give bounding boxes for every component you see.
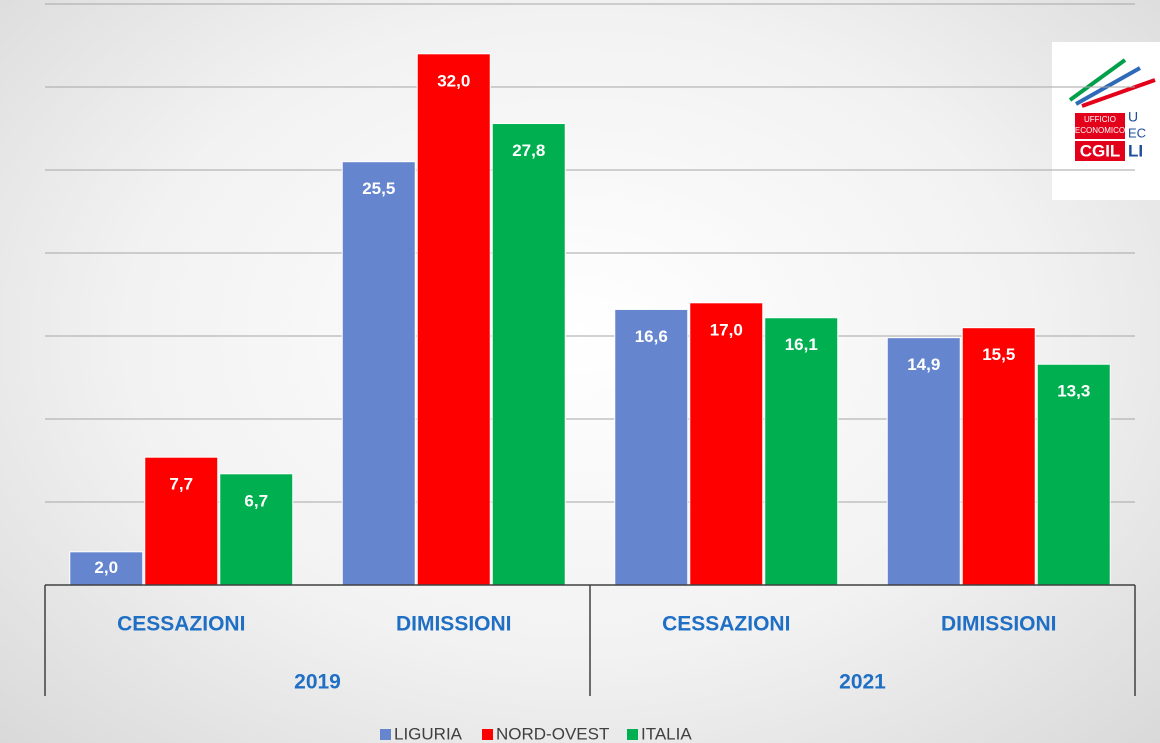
value-label: 32,0 [437, 71, 470, 90]
value-label: 27,8 [512, 141, 545, 160]
bar [219, 473, 294, 586]
value-label: 2,0 [94, 558, 118, 577]
logo-text: LI [1128, 141, 1143, 160]
bar [614, 308, 689, 586]
value-label: 17,0 [710, 320, 743, 339]
legend-label: ITALIA [641, 724, 692, 743]
logo-red [1075, 141, 1125, 161]
bar [689, 302, 764, 586]
x-tick-label: DIMISSIONI [396, 613, 512, 636]
legend-swatch [482, 729, 493, 740]
x-tick-label: CESSAZIONI [662, 613, 790, 636]
logo-text: UFFICIO [1084, 115, 1116, 124]
value-label: 13,3 [1057, 382, 1090, 401]
legend-label: LIGURIA [394, 724, 463, 743]
value-label: 16,1 [785, 335, 818, 354]
group-label: 2019 [294, 671, 341, 694]
bar [144, 456, 219, 586]
logo-red [1075, 113, 1125, 139]
bar [886, 337, 961, 586]
legend-swatch [380, 729, 391, 740]
logo-stroke [1075, 66, 1141, 106]
x-tick-label: CESSAZIONI [117, 613, 245, 636]
value-label: 7,7 [169, 475, 193, 494]
value-label: 14,9 [907, 355, 940, 374]
value-label: 16,6 [635, 327, 668, 346]
logo: UFFICIO ECONOMICO CGIL U EC LI [1052, 42, 1160, 200]
legend-swatch [627, 729, 638, 740]
group-label: 2021 [839, 671, 886, 694]
bar [341, 161, 416, 586]
logo-text: U [1128, 109, 1138, 125]
bar [1036, 363, 1111, 586]
logo-text: CGIL [1080, 141, 1121, 160]
bar [961, 327, 1036, 586]
bar [416, 53, 491, 586]
logo-stroke [1081, 78, 1156, 108]
bar [764, 317, 839, 586]
legend-label: NORD-OVEST [496, 724, 609, 743]
x-tick-label: DIMISSIONI [941, 613, 1057, 636]
value-label: 25,5 [362, 179, 395, 198]
logo-stroke [1068, 58, 1127, 102]
value-label: 15,5 [982, 345, 1015, 364]
value-label: 6,7 [244, 491, 268, 510]
bar [491, 123, 566, 586]
logo-text: ECONOMICO [1075, 126, 1125, 135]
logo-text: EC [1128, 125, 1146, 140]
